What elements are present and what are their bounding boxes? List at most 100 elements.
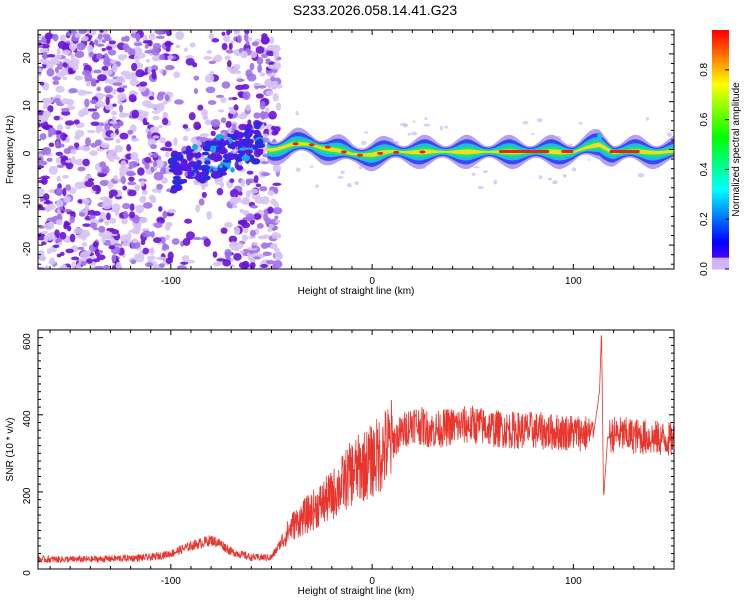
transition-blob (243, 149, 253, 155)
noise-blob (257, 85, 267, 89)
noise-blob (98, 225, 106, 234)
colorbar-segment (712, 259, 729, 262)
noise-blob (102, 69, 113, 76)
colorbar-segment (712, 199, 729, 202)
colorbar-segment (712, 143, 729, 147)
colorbar-segment (712, 147, 729, 151)
noise-blob (106, 212, 111, 221)
noise-blob (253, 213, 262, 220)
noise-blob (130, 259, 137, 265)
noise-blob (98, 249, 104, 254)
noise-blob (144, 156, 152, 163)
colorbar-segment (712, 55, 729, 59)
noise-blob (243, 33, 249, 42)
noise-blob (56, 199, 64, 208)
noise-blob (70, 156, 76, 165)
hotspot (377, 151, 384, 155)
noise-blob (61, 76, 68, 81)
noise-blob (98, 93, 106, 97)
noise-blob (252, 242, 259, 246)
noise-blob (43, 235, 49, 243)
noise-blob (164, 151, 170, 158)
noise-blob (162, 69, 167, 77)
x-axis-label: Height of straight line (km) (298, 286, 415, 297)
noise-blob (267, 64, 277, 70)
noise-blob (137, 167, 145, 176)
transition-blob (171, 161, 177, 168)
noise-blob (587, 158, 591, 161)
noise-blob (241, 83, 250, 90)
y-axis-label: SNR (10 * v/v) (5, 418, 16, 482)
noise-blob (240, 179, 245, 187)
noise-blob (54, 66, 60, 73)
noise-blob (118, 120, 124, 127)
colorbar-segment (712, 95, 729, 99)
noise-blob (257, 64, 262, 73)
noise-blob (221, 31, 226, 36)
noise-blob (164, 225, 171, 231)
noise-blob (158, 263, 165, 268)
noise-blob (56, 47, 61, 55)
noise-blob (233, 252, 242, 261)
colorbar-segment (712, 127, 729, 131)
hotspot (292, 142, 299, 146)
noise-blob (173, 137, 178, 146)
colorbar-segment (712, 65, 729, 69)
colorbar-segment (712, 207, 729, 210)
noise-blob (164, 94, 170, 102)
noise-blob (56, 124, 64, 132)
noise-blob (119, 165, 129, 173)
noise-blob (116, 87, 125, 93)
noise-blob (147, 65, 152, 75)
noise-blob (266, 50, 276, 57)
noise-blob (123, 210, 129, 219)
noise-blob (131, 109, 140, 119)
x-axis-label: Height of straight line (km) (298, 586, 415, 597)
colorbar-segment (712, 87, 729, 91)
noise-blob (221, 42, 228, 51)
hotspot (340, 150, 347, 154)
noise-blob (171, 238, 180, 245)
noise-blob (232, 204, 238, 209)
noise-blob (267, 190, 275, 196)
noise-blob (90, 121, 100, 126)
noise-blob (238, 191, 243, 196)
noise-blob (237, 219, 248, 226)
noise-blob (155, 35, 165, 40)
noise-blob (240, 50, 248, 59)
noise-blob (53, 97, 61, 104)
noise-blob (82, 223, 92, 227)
noise-blob (39, 196, 44, 203)
noise-blob (530, 132, 535, 136)
colorbar-segment (712, 81, 729, 85)
y-tick-label: -20 (22, 241, 33, 256)
noise-blob (412, 120, 416, 123)
noise-blob (59, 251, 65, 256)
transition-blob (218, 164, 223, 169)
noise-blob (165, 47, 171, 52)
noise-blob (186, 259, 195, 264)
noise-blob (150, 230, 155, 238)
noise-blob (242, 226, 249, 234)
noise-blob (141, 230, 152, 238)
noise-blob (150, 166, 155, 173)
noise-blob (52, 80, 60, 86)
transition-blob (212, 172, 221, 178)
noise-blob (239, 198, 250, 204)
colorbar-segment (712, 253, 729, 256)
noise-blob (197, 141, 202, 146)
noise-blob (246, 170, 254, 175)
noise-blob (159, 54, 166, 61)
noise-blob (439, 125, 443, 131)
noise-blob (180, 261, 189, 265)
noise-blob (250, 51, 258, 59)
noise-blob (260, 35, 270, 45)
noise-blob (76, 263, 82, 269)
noise-blob (87, 44, 94, 53)
noise-blob (245, 213, 255, 221)
colorbar-segment (712, 191, 729, 194)
noise-blob (55, 85, 65, 93)
transition-blob (172, 150, 179, 156)
noise-blob (127, 129, 134, 135)
noise-blob (571, 167, 577, 172)
